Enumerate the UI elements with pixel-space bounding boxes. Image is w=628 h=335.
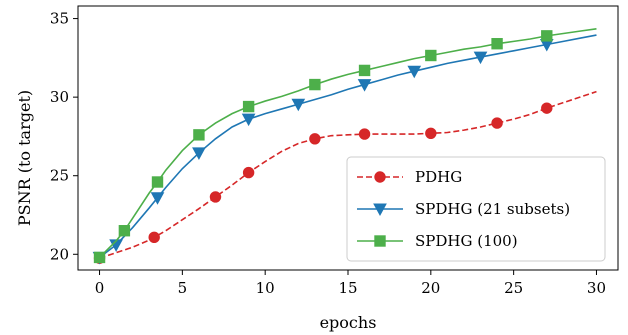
series-line-1: [99, 90, 597, 259]
legend-label-3: SPDHG (100): [415, 232, 518, 250]
series-2-point-3: [150, 192, 165, 205]
y-tick-label-3: 30: [50, 88, 69, 106]
series-3-point-10: [541, 30, 553, 42]
legend-marker-3: [374, 235, 386, 247]
series-3-point-3: [151, 176, 164, 188]
legend-marker-1: [374, 171, 386, 183]
series-3-point-5: [242, 100, 255, 113]
series-3-point-8: [425, 49, 437, 62]
y-tick-label-4: 35: [50, 10, 69, 28]
legend-marker-2: [373, 203, 387, 217]
y-tick-label-2: 25: [50, 167, 69, 185]
y-axis-label: PSNR (to target): [15, 90, 34, 226]
legend-label-1: PDHG: [415, 168, 462, 186]
series-1-point-4: [242, 166, 255, 179]
series-2-point-6: [291, 98, 306, 112]
x-tick-label-1: 0: [95, 279, 105, 297]
series-3-point-1: [93, 251, 106, 264]
series-2-point-5: [241, 113, 256, 127]
x-tick-label-7: 30: [587, 279, 606, 297]
axes: 0 5 10 15 20 25 30 20 25 30 35: [50, 5, 619, 297]
series-2-point-4: [192, 147, 206, 160]
series-3-point-7: [358, 64, 371, 77]
x-tick-label-2: 5: [178, 279, 188, 297]
legend-label-2: SPDHG (21 subsets): [415, 200, 570, 218]
x-tick-label-5: 20: [421, 279, 440, 297]
series-3-point-4: [193, 129, 205, 141]
series-layer: [92, 27, 597, 265]
series-1-point-8: [491, 117, 503, 129]
series-1-point-3: [209, 191, 222, 203]
legend-box: [346, 156, 606, 262]
series-1-point-9: [541, 102, 553, 114]
x-tick-label-3: 10: [256, 279, 275, 297]
x-axis-label: epochs: [320, 313, 377, 332]
series-3-point-2: [118, 225, 131, 237]
series-1-point-2: [148, 231, 160, 244]
series-1-point-6: [358, 128, 371, 140]
series-2-point-9: [473, 51, 488, 65]
series-3: [93, 27, 597, 264]
series-2-point-7: [357, 79, 372, 92]
legend: PDHG SPDHG (21 subsets) SPDHG (100): [346, 156, 606, 262]
series-1: [93, 90, 597, 264]
series-1-point-5: [309, 133, 321, 145]
y-tick-label-1: 20: [50, 245, 69, 263]
series-3-point-6: [309, 78, 321, 91]
series-line-2: [99, 34, 597, 259]
x-tick-label-6: 25: [504, 279, 523, 297]
series-3-point-9: [491, 38, 503, 50]
x-tick-label-4: 15: [338, 279, 357, 297]
series-2-point-8: [407, 65, 422, 79]
series-1-point-7: [425, 127, 437, 139]
